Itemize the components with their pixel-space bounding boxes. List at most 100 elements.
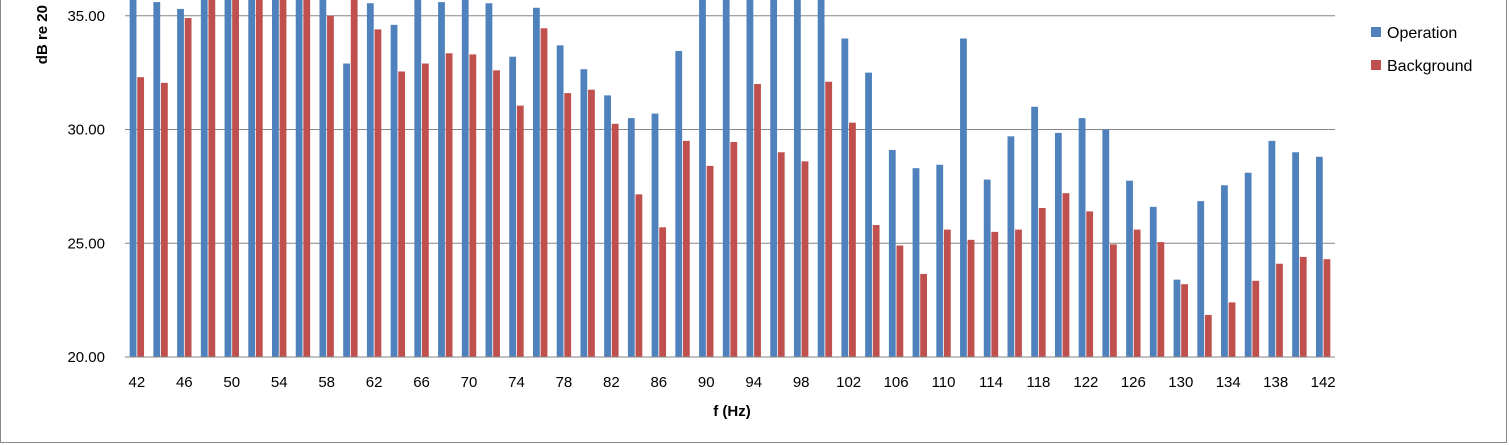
x-tick-label: 82 — [603, 374, 620, 391]
background-bar — [682, 140, 690, 357]
x-tick-label: 142 — [1311, 374, 1336, 391]
operation-bar — [675, 51, 683, 357]
x-axis-title: f (Hz) — [713, 403, 751, 420]
x-tick-label: 74 — [508, 374, 525, 391]
operation-bar — [651, 113, 659, 357]
background-bar — [350, 0, 358, 357]
x-tick-label: 50 — [223, 374, 240, 391]
background-bar — [1133, 229, 1141, 357]
operation-bar — [1007, 136, 1015, 357]
operation-bar — [295, 0, 303, 357]
background-bar — [825, 81, 833, 357]
background-bar — [920, 273, 928, 357]
y-tick-label: 20.00 — [67, 349, 105, 366]
operation-bar — [414, 0, 422, 357]
background-bar — [1252, 280, 1260, 357]
x-tick-label: 90 — [698, 374, 715, 391]
operation-bar — [960, 38, 967, 357]
operation-bar — [509, 56, 517, 357]
background-bar — [564, 93, 572, 357]
background-bar — [967, 239, 975, 357]
x-tick-label: 94 — [745, 374, 762, 391]
background-bar — [493, 70, 500, 357]
operation-bar — [580, 69, 588, 358]
background-bar — [730, 142, 738, 357]
operation-bar — [936, 164, 944, 357]
background-bar — [1299, 256, 1307, 357]
operation-bar — [556, 45, 564, 357]
background-bar — [160, 82, 168, 358]
background-bar — [1323, 259, 1331, 357]
operation-bar — [1078, 118, 1086, 357]
background-bar — [137, 77, 145, 358]
background-bar — [943, 229, 951, 357]
x-tick-label: 122 — [1073, 374, 1098, 391]
background-bar — [991, 231, 999, 357]
background-bar — [208, 0, 216, 357]
legend-label-background: Background — [1387, 58, 1472, 75]
operation-bar — [1102, 129, 1110, 357]
background-bar — [777, 152, 785, 357]
background-bar — [374, 29, 382, 358]
operation-bar — [532, 7, 540, 357]
x-tick-label: 126 — [1121, 374, 1146, 391]
x-tick-label: 42 — [129, 374, 146, 391]
operation-bar — [1268, 140, 1276, 357]
operation-bar — [793, 0, 801, 357]
operation-bar — [319, 0, 327, 357]
y-tick-label: 35.00 — [67, 8, 105, 25]
operation-bar — [1221, 185, 1228, 357]
x-tick-label: 78 — [556, 374, 573, 391]
operation-bar — [1197, 201, 1205, 357]
operation-bar — [438, 2, 445, 357]
background-bar — [469, 54, 477, 358]
x-tick-label: 66 — [413, 374, 430, 391]
background-bars — [137, 0, 1331, 358]
operation-bar — [746, 0, 754, 357]
operation-bar — [1244, 172, 1252, 357]
background-bar — [754, 84, 761, 357]
background-bar — [801, 161, 809, 357]
background-bar — [588, 89, 595, 357]
x-tick-label: 114 — [979, 374, 1003, 391]
operation-bar — [1149, 206, 1157, 357]
operation-bar — [888, 149, 896, 357]
operation-bar — [248, 0, 256, 357]
operation-bar — [177, 8, 184, 358]
operation-bar — [699, 0, 706, 357]
background-bar — [1062, 193, 1070, 357]
operation-bar — [1173, 279, 1181, 357]
x-tick-label: 46 — [176, 374, 193, 391]
operation-bar — [770, 0, 778, 357]
operation-bar — [912, 168, 920, 357]
operation-bar — [1292, 152, 1300, 357]
operation-bars — [129, 0, 1323, 358]
operation-bar — [366, 3, 374, 358]
operation-bar — [1126, 180, 1133, 357]
operation-bar — [817, 0, 825, 357]
operation-bar — [485, 3, 493, 358]
background-bar — [706, 165, 714, 357]
legend-swatch-operation — [1371, 27, 1381, 37]
background-bar — [540, 28, 548, 357]
operation-bar — [1054, 132, 1062, 357]
operation-bar — [461, 0, 469, 357]
operation-bar — [604, 95, 611, 357]
x-tick-label: 138 — [1263, 374, 1288, 391]
background-bar — [1228, 302, 1236, 357]
operation-bar — [200, 0, 208, 357]
x-tick-label: 118 — [1026, 374, 1050, 391]
legend: Operation Background — [1371, 25, 1472, 75]
background-bar — [896, 245, 904, 357]
background-bar — [849, 122, 856, 357]
operation-bar — [627, 118, 635, 357]
background-bar — [445, 53, 453, 357]
background-bar — [659, 227, 667, 357]
gridlines — [125, 15, 1335, 244]
background-bar — [1015, 229, 1022, 357]
background-bar — [421, 63, 429, 358]
background-bar — [184, 18, 192, 358]
operation-bar — [272, 0, 279, 357]
y-axis-title: dB re 20 — [34, 5, 51, 64]
